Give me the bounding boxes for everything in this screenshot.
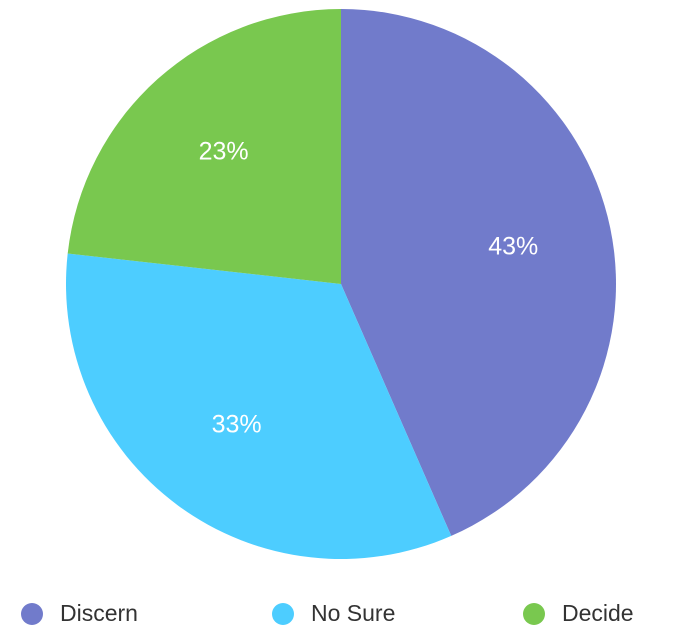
- legend-marker: [21, 603, 43, 625]
- legend-marker: [523, 603, 545, 625]
- slice-label: 33%: [212, 410, 262, 438]
- legend-marker: [272, 603, 294, 625]
- pie-slice: [65, 253, 452, 559]
- legend-label: Discern: [60, 600, 138, 626]
- pie-slice: [67, 9, 341, 284]
- legend-label: No Sure: [311, 600, 395, 626]
- legend-label: Decide: [562, 600, 634, 626]
- slice-label: 23%: [199, 137, 249, 165]
- slice-label: 43%: [488, 233, 538, 261]
- pie-slice: [341, 9, 617, 536]
